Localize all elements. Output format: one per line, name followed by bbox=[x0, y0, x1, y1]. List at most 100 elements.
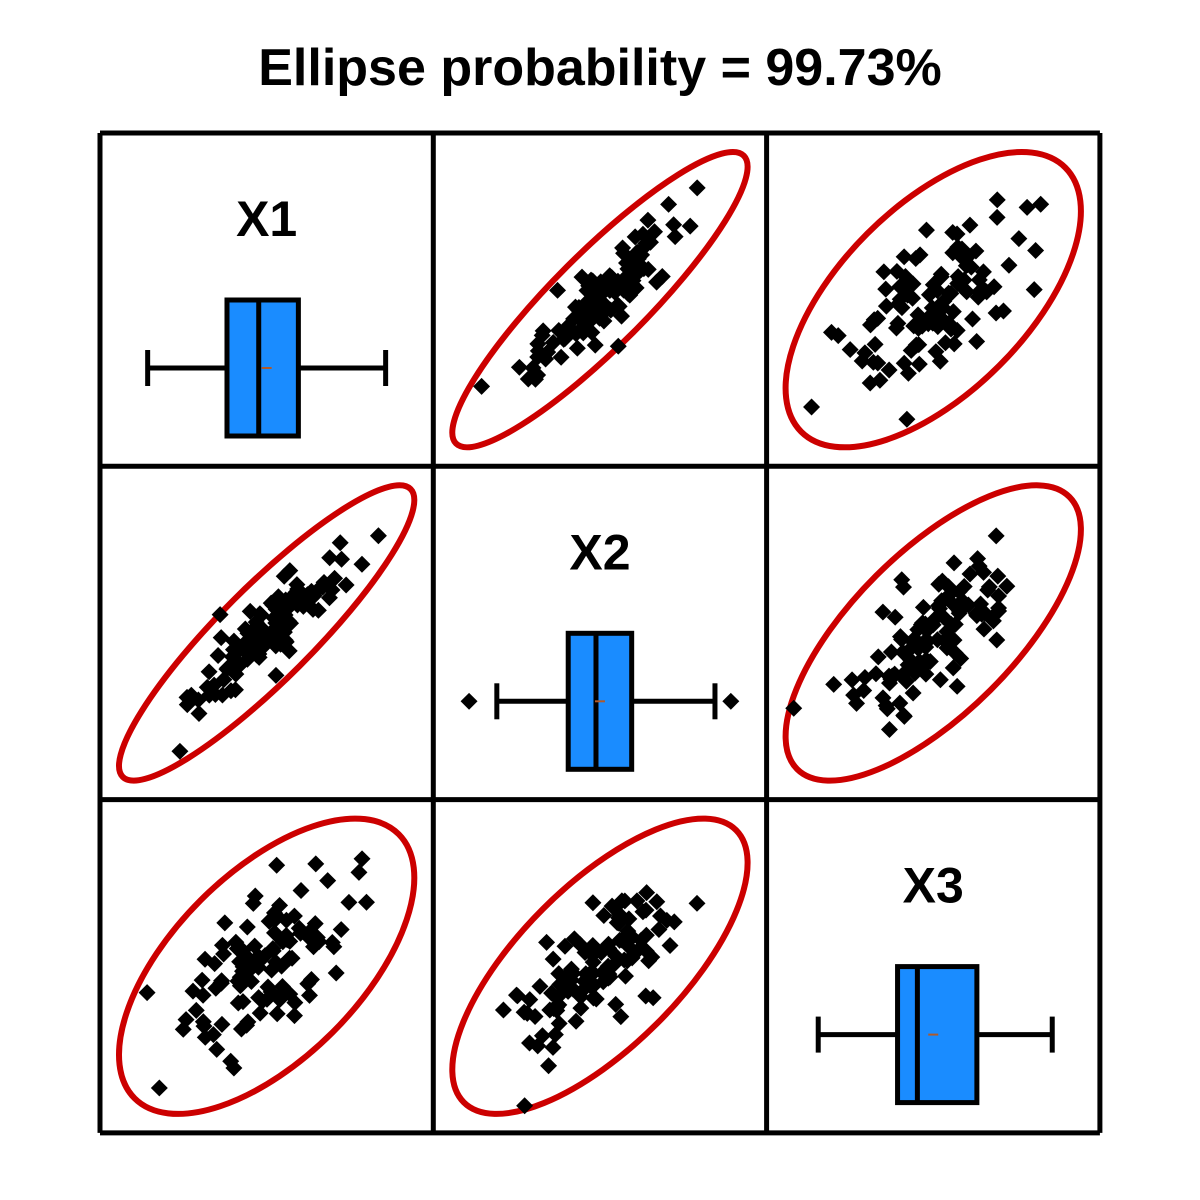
scatter-point bbox=[617, 967, 634, 985]
scatter-point bbox=[904, 684, 922, 702]
scatter-point bbox=[268, 1005, 286, 1023]
scatter-point bbox=[958, 283, 976, 301]
scatter-point bbox=[614, 239, 632, 257]
scatter-point bbox=[928, 282, 946, 300]
scatter-point bbox=[932, 268, 950, 286]
scatter-point bbox=[594, 973, 612, 991]
scatter-point bbox=[930, 597, 948, 615]
scatter-point bbox=[1000, 256, 1018, 274]
scatter-point bbox=[572, 999, 590, 1017]
scatter-point bbox=[874, 603, 892, 621]
scatter-point bbox=[269, 907, 287, 925]
scatter-point bbox=[207, 979, 225, 997]
scatter-point bbox=[319, 872, 337, 890]
scatter-point bbox=[964, 310, 981, 328]
scatter-point bbox=[843, 671, 861, 689]
scatter-point bbox=[989, 567, 1007, 585]
scatter-point bbox=[803, 398, 821, 416]
scatter-point bbox=[267, 953, 285, 971]
scatter-point bbox=[894, 665, 912, 683]
scatter-point bbox=[632, 931, 650, 949]
confidence-ellipse bbox=[449, 815, 751, 1117]
scatter-point bbox=[544, 1038, 562, 1056]
scatter-point bbox=[332, 921, 350, 939]
scatter-point bbox=[638, 884, 656, 902]
scatter-point bbox=[584, 989, 602, 1007]
scatter-point bbox=[688, 894, 706, 912]
scatter-point bbox=[603, 897, 621, 915]
confidence-ellipse bbox=[116, 815, 418, 1117]
scatter-point bbox=[600, 935, 617, 953]
scatter-point bbox=[1025, 281, 1043, 299]
scatter-point bbox=[607, 995, 625, 1013]
scatter-point bbox=[508, 986, 525, 1004]
scatter-point bbox=[555, 330, 573, 348]
scatter-point bbox=[323, 933, 341, 951]
scatter-point bbox=[688, 179, 706, 197]
scatter-point bbox=[546, 1026, 564, 1044]
scatter-point bbox=[652, 907, 669, 925]
scatter-point bbox=[972, 595, 990, 613]
scatter-point bbox=[951, 243, 969, 261]
scatter-point bbox=[281, 562, 299, 580]
scatter-point bbox=[238, 918, 256, 936]
scatter-point bbox=[681, 217, 699, 235]
scatter-point bbox=[353, 555, 371, 573]
scatter-point bbox=[239, 624, 257, 642]
cell-X3-X2 bbox=[449, 815, 751, 1117]
scatter-point bbox=[281, 949, 299, 967]
scatter-point bbox=[194, 1013, 212, 1031]
scatter-point bbox=[250, 989, 268, 1007]
scatter-point bbox=[949, 268, 967, 286]
scatter-point bbox=[829, 327, 847, 345]
variable-label: X3 bbox=[903, 858, 964, 914]
scatter-point bbox=[869, 309, 887, 327]
scatter-point bbox=[945, 335, 963, 353]
scatter-point bbox=[193, 971, 211, 989]
scatter-point bbox=[494, 1001, 512, 1019]
scatter-point bbox=[785, 699, 803, 717]
scatter-point bbox=[526, 370, 544, 388]
scatter-point bbox=[591, 309, 609, 327]
scatter-point bbox=[665, 216, 683, 234]
scatter-point bbox=[567, 325, 585, 343]
scatter-point bbox=[909, 621, 927, 639]
scatter-point bbox=[234, 993, 252, 1011]
scatter-point bbox=[627, 261, 645, 279]
scatter-point bbox=[340, 893, 358, 911]
scatter-point bbox=[968, 332, 986, 350]
scatter-point bbox=[234, 942, 252, 960]
scatter-point bbox=[648, 893, 666, 911]
scatter-point bbox=[945, 596, 963, 614]
scatter-point bbox=[171, 742, 189, 760]
scatter-point bbox=[211, 606, 229, 624]
scatter-point bbox=[268, 856, 286, 874]
scatter-point bbox=[302, 970, 320, 988]
scatter-point bbox=[540, 1057, 558, 1075]
scatter-point bbox=[880, 720, 898, 738]
scatter-point bbox=[264, 940, 282, 958]
scatter-point bbox=[187, 1001, 205, 1019]
scatter-point bbox=[940, 314, 958, 332]
scatter-point bbox=[261, 627, 279, 645]
scatter-point bbox=[552, 348, 570, 366]
scatter-point bbox=[910, 355, 928, 373]
outlier-point bbox=[722, 692, 740, 710]
scatter-point bbox=[1010, 230, 1028, 248]
scatter-point bbox=[595, 907, 613, 925]
chart-title: Ellipse probability = 99.73% bbox=[258, 39, 942, 97]
scatter-point bbox=[856, 344, 874, 362]
scatter-point bbox=[948, 677, 966, 695]
scatter-point bbox=[333, 550, 351, 568]
scatter-point bbox=[950, 583, 968, 601]
scatter-point bbox=[301, 986, 318, 1004]
confidence-ellipse bbox=[782, 149, 1084, 451]
scatter-point bbox=[634, 903, 652, 921]
scatter-point bbox=[331, 534, 349, 552]
scatter-point bbox=[251, 1004, 269, 1022]
scatter-point bbox=[877, 297, 895, 315]
scatter-point bbox=[914, 598, 932, 616]
scatter-point bbox=[582, 944, 600, 962]
scatter-point bbox=[661, 936, 679, 954]
